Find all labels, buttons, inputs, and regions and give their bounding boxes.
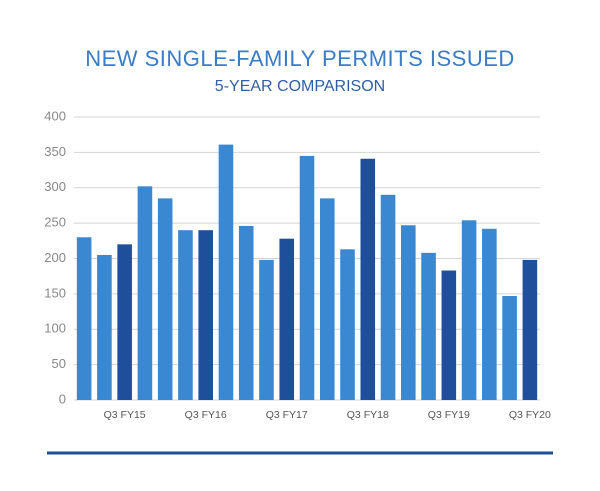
bar (502, 295, 517, 400)
x-tick-label: Q3 FY17 (266, 409, 308, 421)
bar (218, 144, 234, 400)
bar (157, 198, 173, 400)
y-tick-label: 0 (59, 391, 66, 406)
bar (279, 238, 295, 400)
x-tick-label: Q3 FY16 (185, 409, 227, 421)
y-tick-label: 350 (44, 144, 66, 159)
bar (299, 155, 315, 400)
bar (97, 254, 112, 400)
y-tick-label: 200 (44, 250, 66, 265)
y-tick-label: 150 (44, 285, 66, 300)
bar (522, 259, 538, 400)
y-tick-label: 50 (52, 356, 66, 371)
x-tick-label: Q3 FY18 (347, 409, 389, 421)
bar (259, 259, 274, 400)
chart-title: NEW SINGLE-FAMILY PERMITS ISSUED (85, 46, 515, 71)
y-tick-label: 300 (44, 179, 66, 194)
bar (319, 198, 335, 400)
bar (441, 270, 457, 400)
bar (117, 244, 132, 400)
y-tick-label: 100 (44, 321, 66, 336)
bar (178, 230, 193, 400)
y-tick-label: 400 (44, 108, 66, 123)
bar (461, 220, 477, 400)
bar (380, 194, 396, 400)
x-tick-label: Q3 FY15 (104, 409, 146, 421)
bar (360, 158, 376, 400)
bar (340, 249, 355, 400)
bar (137, 186, 153, 400)
bar (401, 225, 416, 400)
bar (238, 225, 254, 400)
bar (198, 230, 213, 400)
bar (421, 252, 436, 400)
x-tick-label: Q3 FY19 (428, 409, 470, 421)
x-tick-label: Q3 FY20 (509, 409, 551, 421)
bar (76, 237, 92, 400)
bar (482, 228, 497, 400)
chart-subtitle: 5-YEAR COMPARISON (215, 78, 385, 95)
y-tick-label: 250 (44, 215, 66, 230)
